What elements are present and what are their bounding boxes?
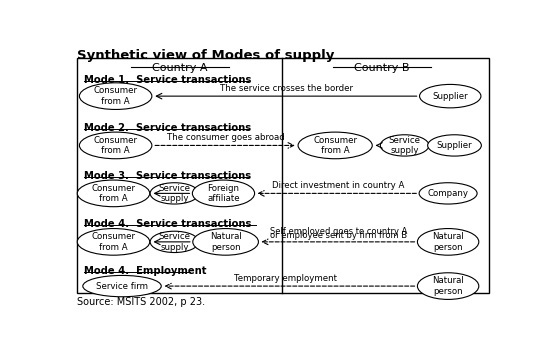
Text: Synthetic view of Modes of supply: Synthetic view of Modes of supply: [77, 49, 334, 62]
Text: Company: Company: [427, 189, 469, 198]
Text: Self employed goes to country A: Self employed goes to country A: [270, 227, 407, 236]
Text: The consumer goes abroad: The consumer goes abroad: [167, 133, 284, 142]
Text: Supplier: Supplier: [437, 141, 472, 150]
Text: Consumer
from A: Consumer from A: [94, 86, 138, 106]
Ellipse shape: [79, 132, 152, 159]
Text: Country A: Country A: [152, 63, 207, 73]
Text: Consumer
from A: Consumer from A: [313, 136, 357, 155]
Ellipse shape: [150, 231, 199, 253]
Text: Foreign
affiliate: Foreign affiliate: [207, 184, 240, 203]
Ellipse shape: [419, 183, 477, 204]
Ellipse shape: [298, 132, 372, 159]
Text: Consumer
from A: Consumer from A: [91, 184, 135, 203]
Ellipse shape: [417, 229, 479, 255]
Text: Service firm: Service firm: [96, 282, 148, 291]
Text: Temporary employment: Temporary employment: [234, 274, 337, 283]
Ellipse shape: [192, 180, 255, 207]
Text: Mode 4.  Employment: Mode 4. Employment: [84, 266, 206, 276]
Ellipse shape: [193, 229, 258, 255]
Ellipse shape: [83, 275, 161, 297]
Text: Natural
person: Natural person: [432, 232, 464, 252]
Text: The service crosses the border: The service crosses the border: [219, 84, 353, 93]
Ellipse shape: [381, 135, 429, 156]
Text: Natural
person: Natural person: [210, 232, 241, 252]
Text: Natural
person: Natural person: [432, 276, 464, 296]
Ellipse shape: [77, 229, 150, 255]
Ellipse shape: [77, 180, 150, 207]
FancyBboxPatch shape: [77, 57, 488, 293]
Text: Direct investment in country A: Direct investment in country A: [272, 181, 404, 190]
Text: Service
supply: Service supply: [158, 232, 190, 252]
Text: Mode 4.  Service transactions: Mode 4. Service transactions: [84, 219, 251, 229]
Ellipse shape: [417, 273, 479, 299]
Text: Consumer
from A: Consumer from A: [91, 232, 135, 252]
Ellipse shape: [420, 84, 481, 108]
Ellipse shape: [150, 183, 199, 204]
Text: Source: MSITS 2002, p 23.: Source: MSITS 2002, p 23.: [77, 297, 205, 307]
Text: Mode 2.  Service transactions: Mode 2. Service transactions: [84, 123, 251, 133]
Text: Mode 1.  Service transactions: Mode 1. Service transactions: [84, 75, 251, 85]
Text: or employee sent by firm from B: or employee sent by firm from B: [270, 231, 407, 240]
Ellipse shape: [79, 83, 152, 109]
Text: Service
supply: Service supply: [158, 184, 190, 203]
Text: Country B: Country B: [354, 63, 410, 73]
Text: Supplier: Supplier: [432, 92, 468, 101]
Text: Service
supply: Service supply: [389, 136, 421, 155]
Text: Mode 3.  Service transactions: Mode 3. Service transactions: [84, 171, 251, 181]
Text: Consumer
from A: Consumer from A: [94, 136, 138, 155]
Ellipse shape: [428, 135, 481, 156]
